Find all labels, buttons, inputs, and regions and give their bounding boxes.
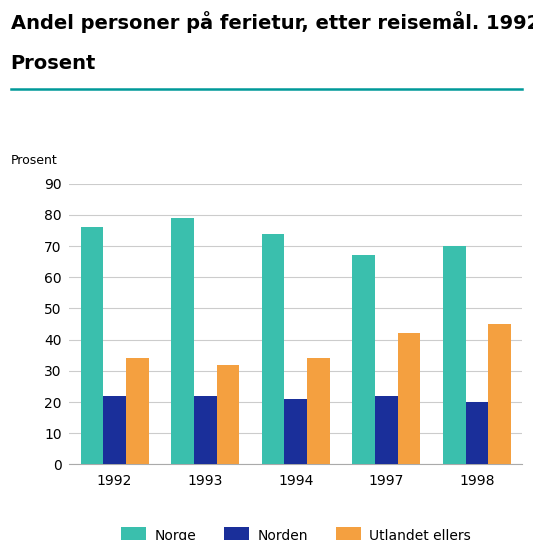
Text: Prosent: Prosent (11, 154, 57, 167)
Bar (285, 399, 307, 464)
Bar (352, 255, 375, 464)
Bar (398, 333, 421, 464)
Legend: Norge, Norden, Utlandet ellers: Norge, Norden, Utlandet ellers (116, 522, 476, 540)
Bar (488, 324, 511, 464)
Bar (171, 218, 194, 464)
Bar (466, 402, 488, 464)
Bar (194, 396, 216, 464)
Bar (307, 359, 330, 464)
Text: Prosent: Prosent (11, 54, 96, 73)
Bar (216, 364, 239, 464)
Bar (375, 396, 398, 464)
Bar (103, 396, 126, 464)
Bar (443, 246, 466, 464)
Bar (126, 359, 149, 464)
Bar (80, 227, 103, 464)
Text: Andel personer på ferietur, etter reisemål. 1992-1998.: Andel personer på ferietur, etter reisem… (11, 11, 533, 33)
Bar (262, 233, 285, 464)
